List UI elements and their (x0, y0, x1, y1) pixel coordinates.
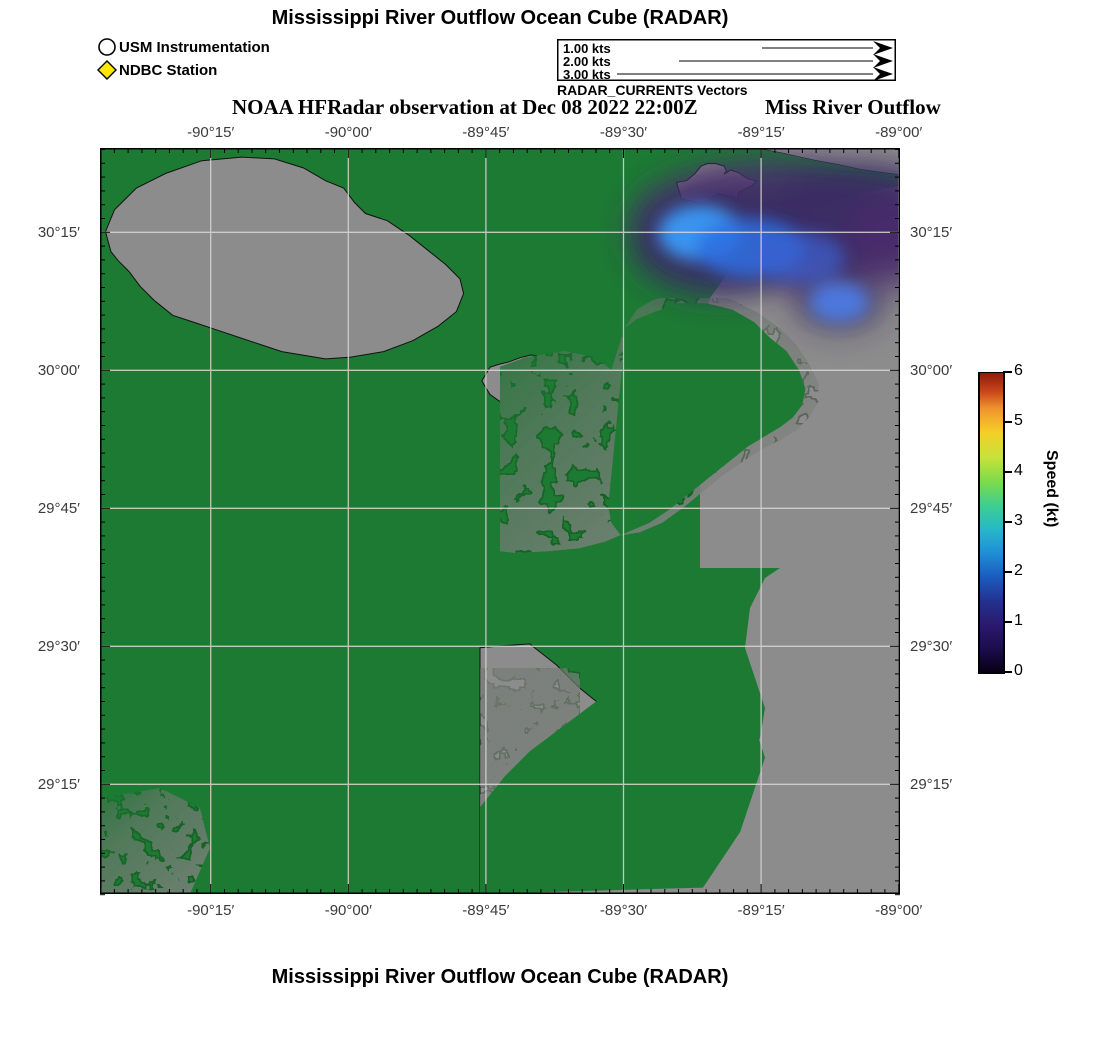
svg-text:NDBC Station: NDBC Station (119, 62, 217, 79)
svg-text:3.00 kts: 3.00 kts (563, 67, 611, 81)
svg-text:USM Instrumentation: USM Instrumentation (119, 39, 270, 56)
